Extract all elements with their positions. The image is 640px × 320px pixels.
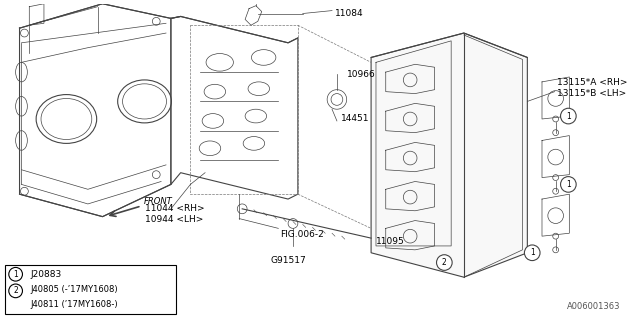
Ellipse shape <box>199 141 221 156</box>
Text: 1: 1 <box>530 248 534 257</box>
Text: 1: 1 <box>566 180 571 189</box>
Text: 10966: 10966 <box>347 69 376 79</box>
Bar <box>5 266 176 314</box>
Text: 11084: 11084 <box>335 9 364 18</box>
Text: 14451: 14451 <box>341 115 369 124</box>
Ellipse shape <box>252 50 276 65</box>
Text: 13115*B <LH>: 13115*B <LH> <box>557 90 626 99</box>
Ellipse shape <box>245 109 267 123</box>
Text: J40811 (’17MY1608-): J40811 (’17MY1608-) <box>30 300 118 309</box>
Ellipse shape <box>243 137 265 150</box>
Text: 11095: 11095 <box>376 236 404 245</box>
Text: 2: 2 <box>13 286 18 295</box>
Text: 13115*A <RH>: 13115*A <RH> <box>557 78 627 87</box>
Text: G91517: G91517 <box>270 256 306 265</box>
Circle shape <box>524 245 540 260</box>
Circle shape <box>561 177 576 192</box>
Ellipse shape <box>204 84 225 99</box>
Polygon shape <box>371 33 527 277</box>
Ellipse shape <box>118 80 172 123</box>
Ellipse shape <box>248 82 269 96</box>
Text: A006001363: A006001363 <box>566 302 620 311</box>
Text: 2: 2 <box>442 258 447 267</box>
Circle shape <box>436 255 452 270</box>
Circle shape <box>9 268 22 281</box>
Circle shape <box>9 284 22 298</box>
Text: 10944 <LH>: 10944 <LH> <box>145 215 203 224</box>
Text: FRONT: FRONT <box>143 197 172 206</box>
Ellipse shape <box>36 95 97 143</box>
Text: 1: 1 <box>13 270 18 279</box>
Circle shape <box>561 108 576 124</box>
Ellipse shape <box>206 53 234 71</box>
Ellipse shape <box>202 114 223 128</box>
Text: FIG.006-2: FIG.006-2 <box>280 230 324 239</box>
Text: 11044 <RH>: 11044 <RH> <box>145 204 204 213</box>
Text: J40805 (-’17MY1608): J40805 (-’17MY1608) <box>30 285 118 294</box>
Text: J20883: J20883 <box>30 270 61 279</box>
Text: 1: 1 <box>566 112 571 121</box>
